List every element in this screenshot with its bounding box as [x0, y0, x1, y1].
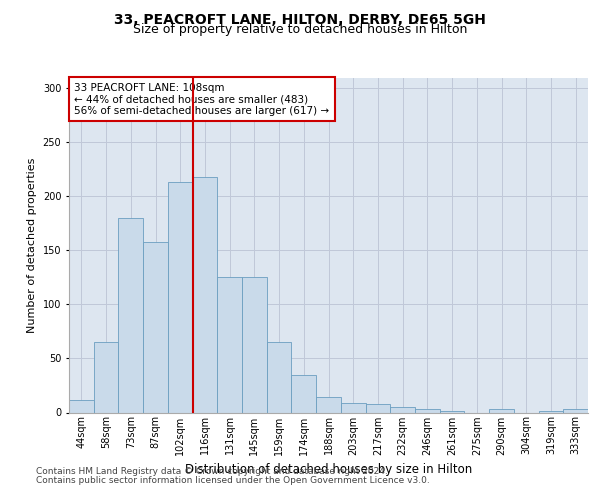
Text: Contains HM Land Registry data © Crown copyright and database right 2024.: Contains HM Land Registry data © Crown c… [36, 467, 388, 476]
Bar [489, 410, 514, 412]
Text: 33, PEACROFT LANE, HILTON, DERBY, DE65 5GH: 33, PEACROFT LANE, HILTON, DERBY, DE65 5… [114, 12, 486, 26]
Bar [316, 398, 341, 412]
Bar [563, 410, 588, 412]
Bar [217, 278, 242, 412]
Bar [415, 410, 440, 412]
Bar [365, 404, 390, 412]
Bar [168, 182, 193, 412]
Bar [341, 403, 365, 412]
Bar [143, 242, 168, 412]
Bar [390, 407, 415, 412]
Bar [292, 374, 316, 412]
Y-axis label: Number of detached properties: Number of detached properties [27, 158, 37, 332]
Bar [242, 278, 267, 412]
Text: 33 PEACROFT LANE: 108sqm
← 44% of detached houses are smaller (483)
56% of semi-: 33 PEACROFT LANE: 108sqm ← 44% of detach… [74, 82, 329, 116]
Text: Contains public sector information licensed under the Open Government Licence v3: Contains public sector information licen… [36, 476, 430, 485]
Bar [267, 342, 292, 412]
Bar [69, 400, 94, 412]
X-axis label: Distribution of detached houses by size in Hilton: Distribution of detached houses by size … [185, 463, 472, 476]
Bar [94, 342, 118, 412]
Text: Size of property relative to detached houses in Hilton: Size of property relative to detached ho… [133, 22, 467, 36]
Bar [193, 177, 217, 412]
Bar [118, 218, 143, 412]
